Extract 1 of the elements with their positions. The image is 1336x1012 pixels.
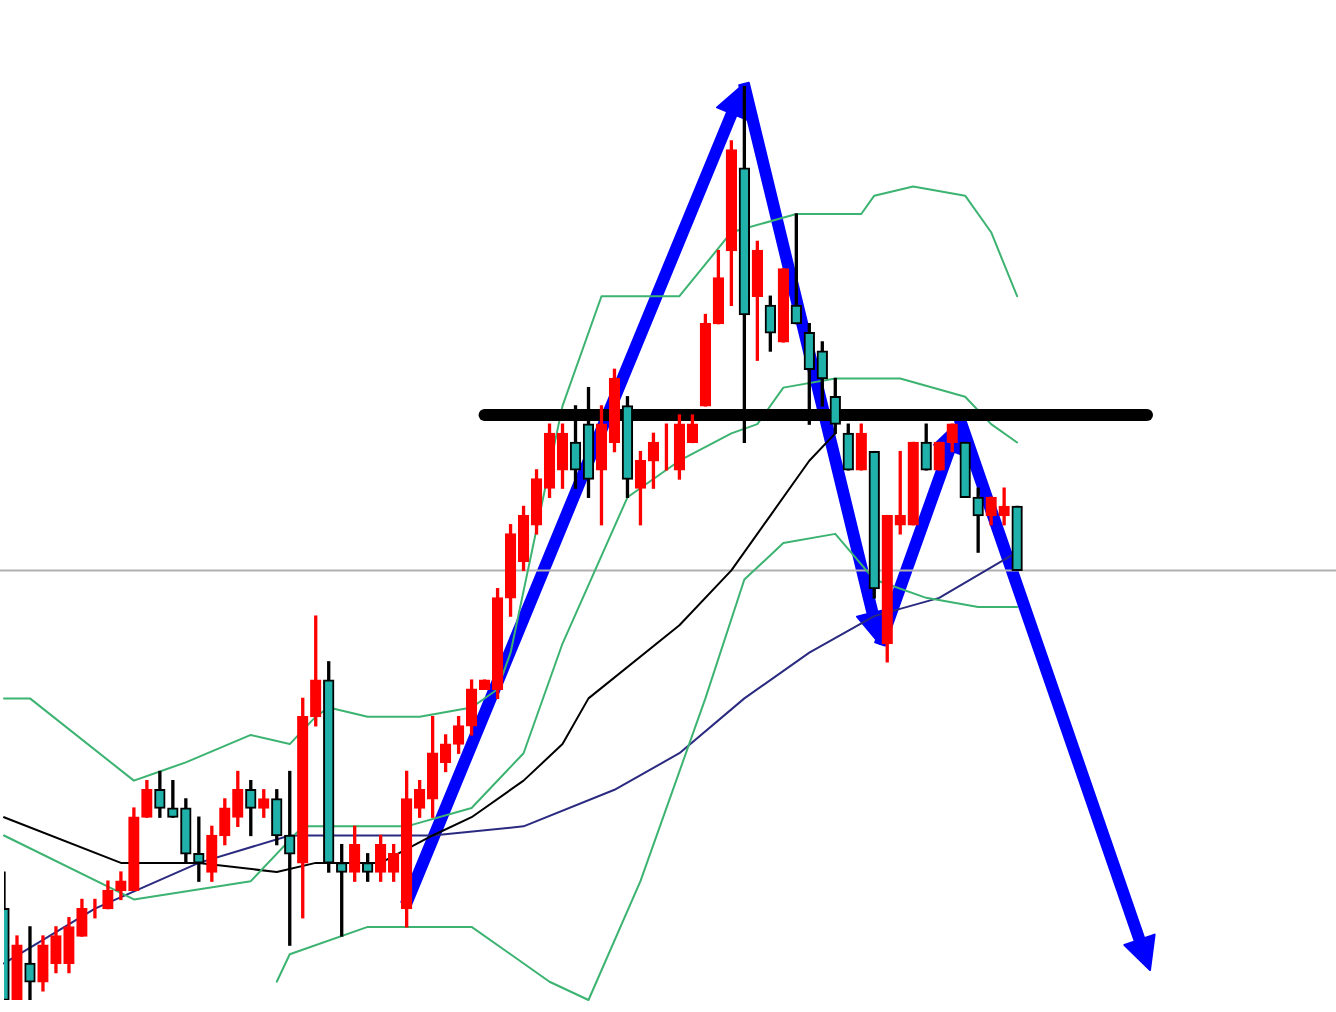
candlestick (24, 926, 36, 1000)
